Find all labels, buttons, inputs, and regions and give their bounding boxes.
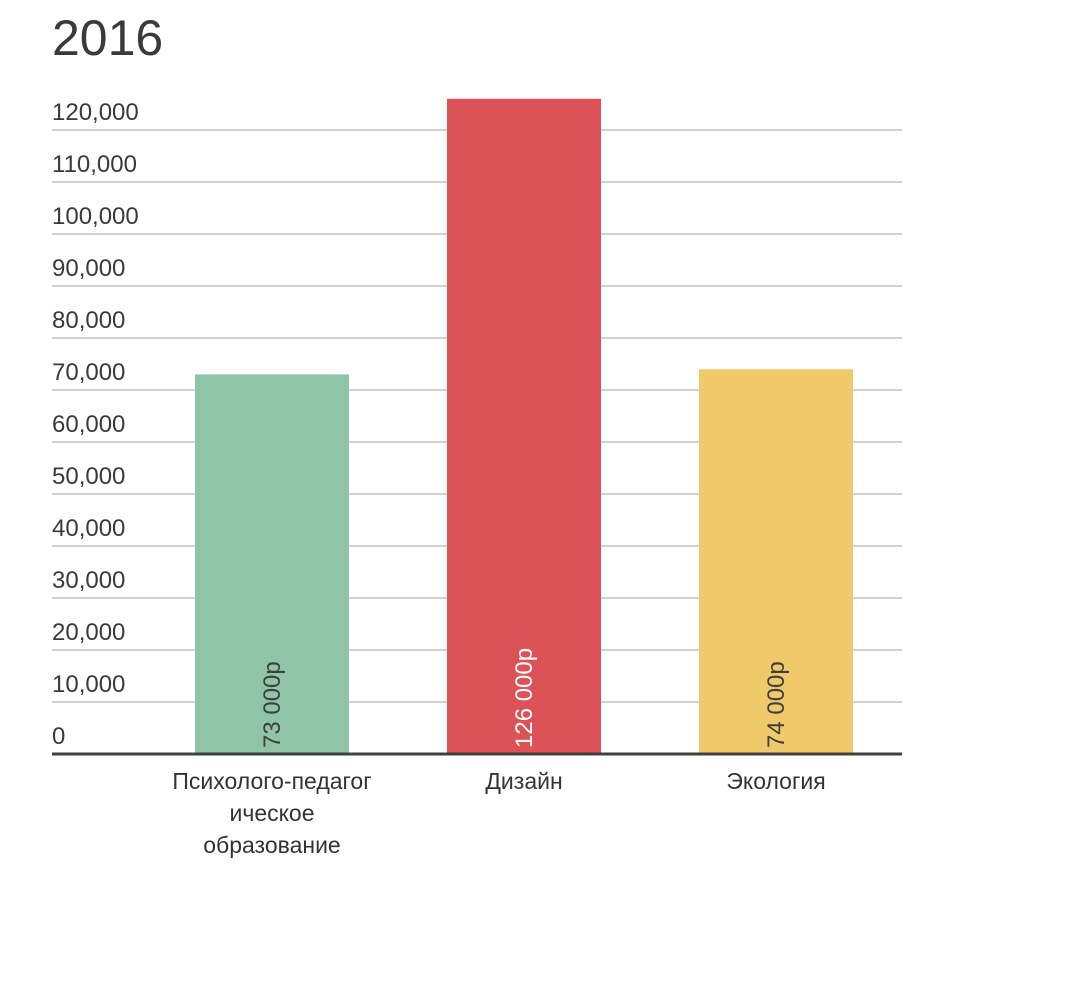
y-tick-label: 80,000 xyxy=(52,307,125,334)
y-tick-label: 70,000 xyxy=(52,359,125,386)
y-tick-label: 40,000 xyxy=(52,515,125,542)
y-tick-label: 100,000 xyxy=(52,203,139,230)
x-category-label-line: Психолого-педагог xyxy=(172,768,371,794)
chart-title: 2016 xyxy=(52,10,163,66)
y-tick-label: 30,000 xyxy=(52,567,125,594)
y-axis-ticks: 0 10,000 20,000 30,000 40,000 50,000 60,000 70,… xyxy=(52,99,139,750)
x-category-label: Дизайн xyxy=(485,768,562,794)
bar-value-label: 73 000р xyxy=(259,661,286,748)
y-tick-label: 50,000 xyxy=(52,463,125,490)
y-tick-label: 60,000 xyxy=(52,411,125,438)
x-category-label-line: ическое xyxy=(229,800,314,826)
y-tick-label: 90,000 xyxy=(52,255,125,282)
x-axis-categories: Психолого-педагог ическое образование Дизай… xyxy=(172,768,825,858)
bar-value-label: 74 000р xyxy=(763,661,790,748)
x-category-label: Экология xyxy=(726,768,825,794)
y-tick-label: 110,000 xyxy=(52,151,137,178)
y-tick-label: 120,000 xyxy=(52,99,139,126)
bar xyxy=(447,98,601,755)
y-tick-label: 20,000 xyxy=(52,619,125,646)
x-category-label: Психолого-педагог ическое образование xyxy=(172,768,371,858)
y-tick-label: 10,000 xyxy=(52,671,125,698)
x-category-label-line: Дизайн xyxy=(485,768,562,794)
x-category-label-line: Экология xyxy=(726,768,825,794)
bar xyxy=(195,374,349,754)
bar xyxy=(699,369,853,754)
x-category-label-line: образование xyxy=(203,832,340,858)
bar-value-label: 126 000р xyxy=(511,648,538,748)
y-tick-label: 0 xyxy=(52,723,65,750)
bars: 73 000р 126 000р 74 000р xyxy=(195,98,853,755)
